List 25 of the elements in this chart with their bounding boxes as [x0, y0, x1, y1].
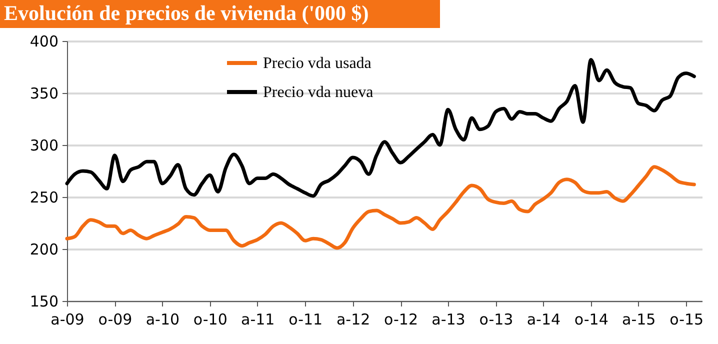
x-tick-label: o-11 [288, 310, 323, 328]
y-tick-label: 400 [30, 32, 58, 50]
y-tick-label: 150 [30, 292, 58, 310]
x-tick-label: o-14 [574, 310, 608, 328]
x-tick-label: a-10 [146, 310, 180, 328]
x-tick-label: o-09 [98, 310, 132, 328]
legend-label: Precio vda nueva [263, 84, 374, 101]
x-tick-label: a-14 [526, 310, 561, 328]
x-tick-label: o-13 [479, 310, 514, 328]
y-tick-label: 300 [30, 136, 58, 154]
y-tick-label: 200 [30, 240, 58, 258]
line-series [65, 165, 696, 250]
x-tick-label: o-12 [384, 310, 418, 328]
x-tick-label: o-10 [193, 310, 228, 328]
x-tick-label: a-09 [50, 310, 84, 328]
x-tick-label: a-12 [336, 310, 370, 328]
chart-title: Evolución de precios de vivienda ('000 $) [0, 0, 440, 28]
x-tick-label: o-15 [670, 310, 704, 328]
legend-label: Precio vda usada [263, 55, 372, 72]
line-series [65, 58, 696, 198]
x-tick-label: a-15 [622, 310, 656, 328]
x-tick-label: a-11 [241, 310, 275, 328]
y-tick-label: 350 [30, 84, 58, 102]
y-tick-label: 250 [30, 188, 58, 206]
x-tick-label: a-13 [432, 310, 466, 328]
